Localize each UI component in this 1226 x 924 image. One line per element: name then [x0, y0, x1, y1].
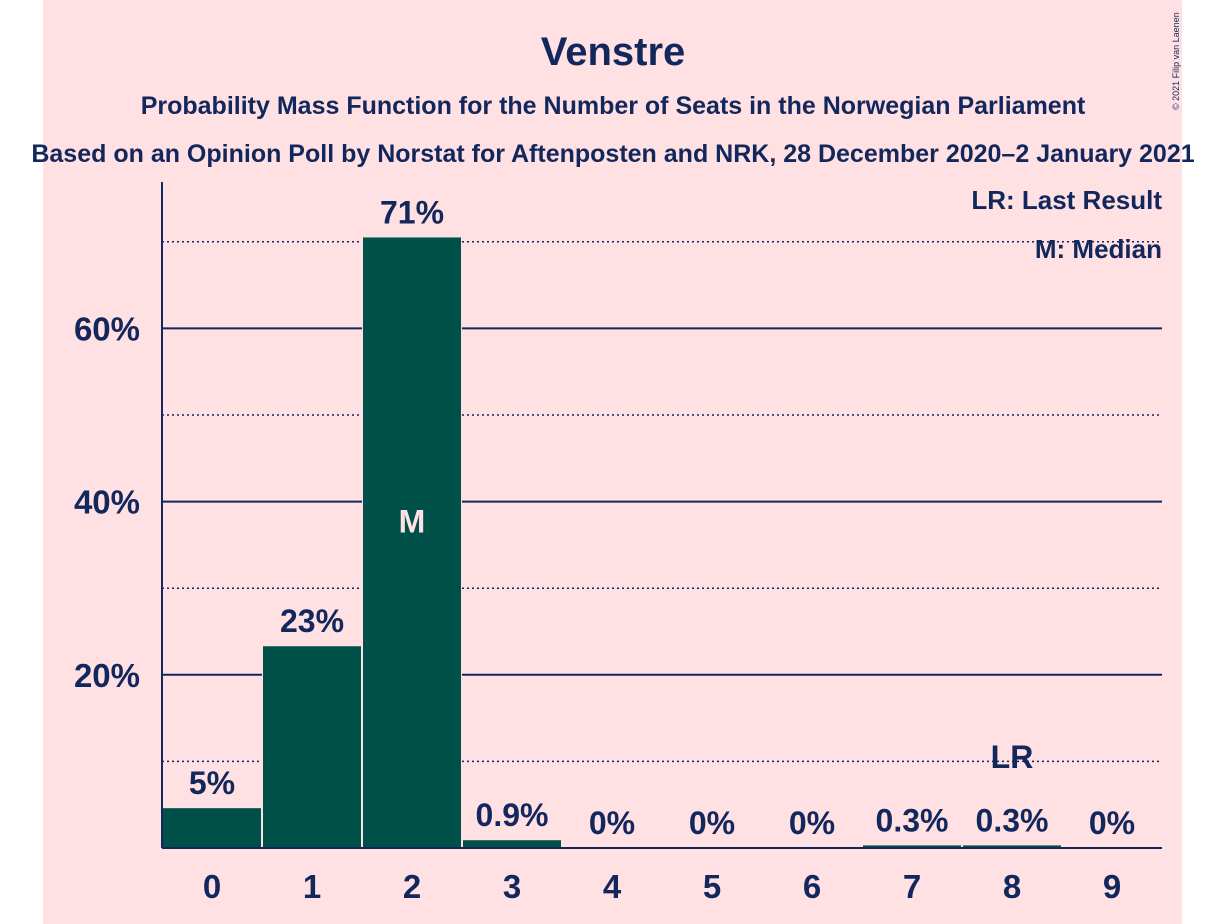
chart-subtitle: Probability Mass Function for the Number…: [141, 92, 1086, 120]
y-tick-label-background: [60, 479, 156, 524]
data-labels: 5% 23% 71% M 0.9% 0% 0% 0% 0.3% 0.3% LR 0%: [189, 194, 1135, 841]
data-label-seats-1: 23%: [280, 603, 344, 639]
x-tick-label: 3: [503, 868, 521, 905]
bars: [162, 236, 1062, 849]
bar-seats-1: [263, 646, 361, 848]
data-label-seats-4: 0%: [589, 805, 635, 841]
data-label-seats-6: 0%: [789, 805, 835, 841]
x-tick-label: 6: [803, 868, 821, 905]
y-tick-label: 20%: [74, 657, 140, 694]
y-tick-label-background: [60, 306, 156, 351]
x-tick-label: 9: [1103, 868, 1121, 905]
data-label-seats-3: 0.9%: [476, 797, 549, 833]
bar-seats-7: [863, 845, 961, 848]
median-marker: M: [399, 504, 426, 540]
chart-background: [43, 0, 1182, 924]
data-label-seats-8: 0.3%: [976, 802, 1049, 838]
chart-title: Venstre: [541, 30, 686, 74]
bar-seats-8: [963, 845, 1061, 848]
copyright-text: © 2021 Filip van Laenen: [1171, 12, 1181, 110]
x-tick-label: 4: [603, 868, 622, 905]
x-tick-label: 5: [703, 868, 721, 905]
bar-seats-2: [363, 237, 461, 849]
chart-subtitle-source: Based on an Opinion Poll by Norstat for …: [31, 140, 1194, 168]
x-axis-ticks: 0 1 2 3 4 5 6 7 8 9: [203, 868, 1121, 905]
y-tick-label: 40%: [74, 484, 140, 521]
x-tick-label: 8: [1003, 868, 1021, 905]
x-tick-label: 1: [303, 868, 321, 905]
y-tick-label: 60%: [74, 310, 140, 347]
x-tick-label: 2: [403, 868, 421, 905]
y-axis-ticks: 20% 40% 60%: [60, 306, 156, 697]
data-label-seats-5: 0%: [689, 805, 735, 841]
legend-median: M: Median: [1035, 234, 1162, 264]
y-tick-label-background: [60, 652, 156, 697]
data-label-seats-9: 0%: [1089, 805, 1135, 841]
x-tick-label: 7: [903, 868, 921, 905]
data-label-seats-7: 0.3%: [876, 802, 949, 838]
data-label-seats-0: 5%: [189, 765, 235, 801]
x-tick-label: 0: [203, 868, 221, 905]
bar-seats-3: [463, 840, 561, 848]
bar-seats-0: [163, 808, 261, 848]
last-result-marker: LR: [991, 739, 1034, 775]
data-label-seats-2: 71%: [380, 194, 444, 230]
legend-last-result: LR: Last Result: [971, 185, 1162, 215]
